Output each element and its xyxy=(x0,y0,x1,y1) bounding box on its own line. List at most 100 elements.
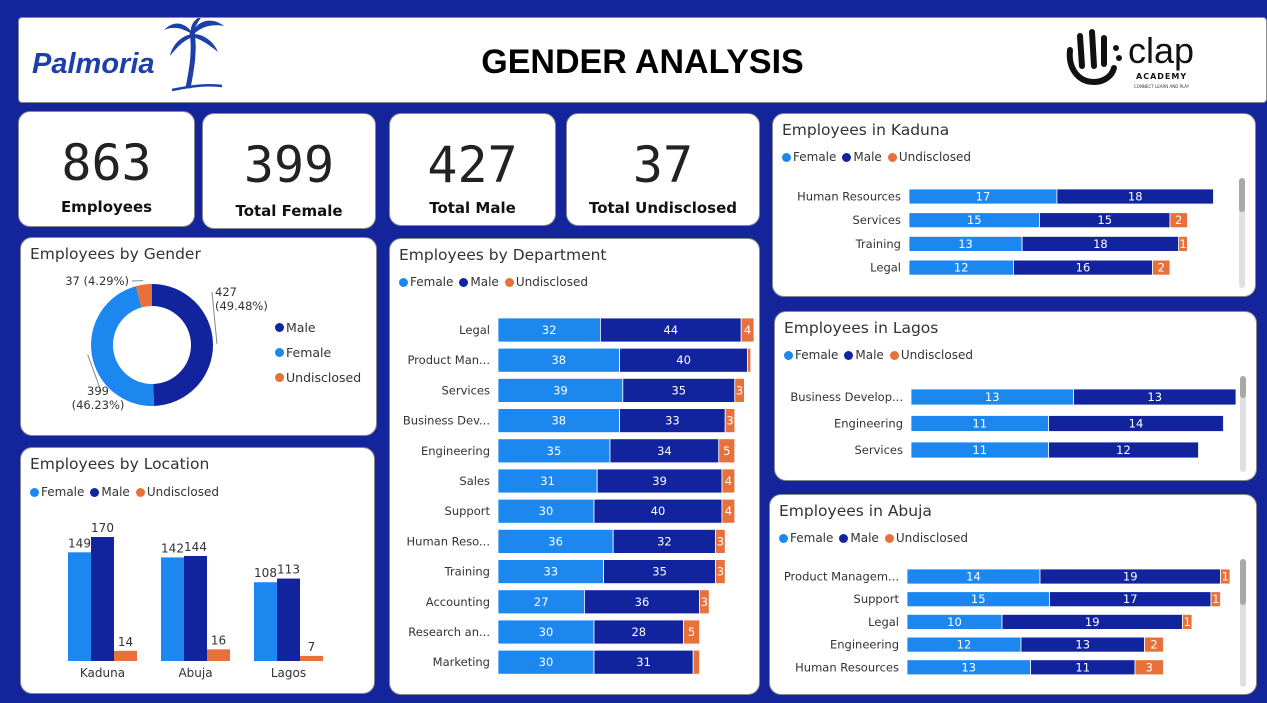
gender-donut-chart[interactable]: 427(49.48%) 399(46.23%) 37 (4.29%) xyxy=(21,238,377,436)
bar-segment-male xyxy=(1048,441,1199,459)
bar-segment-undisclosed xyxy=(715,559,726,585)
legend-item-undisclosed[interactable]: Undisclosed xyxy=(504,275,588,289)
kpi-value: 37 xyxy=(632,136,694,194)
bar-segment-undisclosed xyxy=(1182,614,1193,630)
bar-data-label: 15 xyxy=(1097,213,1112,227)
legend-item-undisclosed[interactable]: Undisclosed xyxy=(135,485,219,499)
bar-segment-undisclosed xyxy=(1220,568,1231,585)
male-swatch xyxy=(90,487,100,497)
y-axis-label: Legal xyxy=(868,615,899,629)
legend-item-male[interactable]: Male xyxy=(90,485,130,499)
bar-segment-undisclosed xyxy=(718,438,736,464)
bar-segment-undisclosed xyxy=(683,619,701,645)
bar-segment-male xyxy=(596,468,723,494)
legend-item-male[interactable]: Male xyxy=(459,275,499,289)
female-swatch xyxy=(275,348,284,357)
legend-item-female[interactable]: Female xyxy=(779,531,833,545)
x-axis-label: Lagos xyxy=(271,666,306,680)
bar-segment-undisclosed xyxy=(721,498,736,524)
lagos-stacked-bar-chart[interactable]: Business Develop... 13 13 Engineering 11 14 Se… xyxy=(775,312,1257,481)
legend-item-undisclosed[interactable]: Undisclosed xyxy=(275,365,361,390)
abuja-chart-card: Employees in Abuja Female Male Undisclos… xyxy=(769,494,1257,695)
bar-data-label: 14 xyxy=(1129,417,1144,431)
undisclosed-swatch xyxy=(889,350,899,360)
bar-data-label: 1 xyxy=(1184,615,1191,629)
y-axis-label: Accounting xyxy=(426,595,490,609)
clap-text: clap xyxy=(1128,30,1195,71)
scrollbar[interactable] xyxy=(1240,559,1246,687)
chart-title: Employees in Kaduna xyxy=(782,121,950,139)
legend-label: Female xyxy=(410,275,454,289)
y-axis-label: Human Reso... xyxy=(407,534,490,548)
bar-data-label: 35 xyxy=(671,383,686,397)
bar-data-label: 38 xyxy=(551,353,566,367)
bar-data-label: 35 xyxy=(547,444,562,458)
bar-data-label: 2 xyxy=(1158,261,1165,275)
legend-item-male[interactable]: Male xyxy=(275,315,361,340)
female-swatch xyxy=(30,487,39,497)
undisclosed-swatch xyxy=(887,152,897,162)
legend-item-female[interactable]: Female xyxy=(275,340,361,365)
kpi-value: 427 xyxy=(427,136,518,194)
bar-data-label: 108 xyxy=(254,566,277,580)
bar-data-label: 11 xyxy=(972,443,987,457)
bar-data-label: 142 xyxy=(161,541,184,555)
bar-segment-female xyxy=(497,649,595,675)
y-axis-label: Engineering xyxy=(421,444,490,458)
kaduna-chart-card: Employees in Kaduna Female Male Undisclo… xyxy=(772,113,1256,297)
legend-item-undisclosed[interactable]: Undisclosed xyxy=(884,531,968,545)
bar-segment-male xyxy=(603,559,717,585)
bar-data-label: 39 xyxy=(652,474,667,488)
scrollbar[interactable] xyxy=(1240,376,1246,472)
legend-label: Female xyxy=(790,531,834,545)
donut-data-label: 37 (4.29%) xyxy=(65,274,129,288)
legend-label: Female xyxy=(286,345,332,360)
donut-leader-line xyxy=(211,291,218,344)
bar-data-label: 13 xyxy=(1075,638,1090,652)
scrollbar-thumb[interactable] xyxy=(1239,178,1245,212)
chart-title: Employees in Abuja xyxy=(779,502,932,520)
brand-name: Palmoria xyxy=(32,48,155,80)
bar-segment-male xyxy=(619,347,749,373)
legend-item-male[interactable]: Male xyxy=(842,150,882,164)
donut-slice-female xyxy=(90,286,154,406)
bar-segment-undisclosed xyxy=(740,317,755,343)
bar-segment-undisclosed xyxy=(1134,659,1164,676)
bar-segment-male xyxy=(1056,188,1214,205)
legend-label: Male xyxy=(101,485,130,499)
donut-legend: Male Female Undisclosed xyxy=(275,315,361,390)
donut-data-label: (46.23%) xyxy=(72,398,125,412)
abuja-stacked-bar-chart[interactable]: Product Managem... 14 19 1 Support 15 17 1 Legal… xyxy=(770,495,1257,695)
chart-title: Employees in Lagos xyxy=(784,319,939,337)
female-swatch xyxy=(399,277,408,287)
legend-item-male[interactable]: Male xyxy=(839,531,879,545)
bar-segment-undisclosed xyxy=(1210,591,1221,608)
scrollbar-thumb[interactable] xyxy=(1240,376,1246,398)
bar-segment-female xyxy=(497,528,614,554)
kaduna-stacked-bar-chart[interactable]: Human Resources 17 18 Services 15 15 2 Training… xyxy=(773,114,1256,297)
legend-item-female[interactable]: Female xyxy=(30,485,84,499)
kpi-employees: 863 Employees xyxy=(18,111,195,227)
male-swatch xyxy=(842,152,852,162)
bar-data-label: 39 xyxy=(553,383,568,397)
legend-item-undisclosed[interactable]: Undisclosed xyxy=(889,348,973,362)
scrollbar[interactable] xyxy=(1239,178,1245,288)
legend-item-undisclosed[interactable]: Undisclosed xyxy=(887,150,971,164)
gender-donut-card: Employees by Gender 427 (49.48%) 399 (46.23… xyxy=(20,237,377,436)
legend-label: Male xyxy=(853,150,882,164)
legend-item-male[interactable]: Male xyxy=(844,348,884,362)
bar-undisclosed-abuja xyxy=(207,649,230,661)
scrollbar-thumb[interactable] xyxy=(1240,559,1246,605)
bar-segment-undisclosed xyxy=(1169,212,1188,229)
bar-male-lagos xyxy=(277,578,300,661)
legend-item-female[interactable]: Female xyxy=(782,150,836,164)
legend-item-female[interactable]: Female xyxy=(399,275,453,289)
bar-data-label: 144 xyxy=(184,540,207,554)
bar-segment-male xyxy=(593,619,684,645)
y-axis-label: Engineering xyxy=(830,638,899,652)
bar-data-label: 31 xyxy=(540,474,555,488)
bar-data-label: 1 xyxy=(1212,592,1219,606)
legend-item-female[interactable]: Female xyxy=(784,348,838,362)
